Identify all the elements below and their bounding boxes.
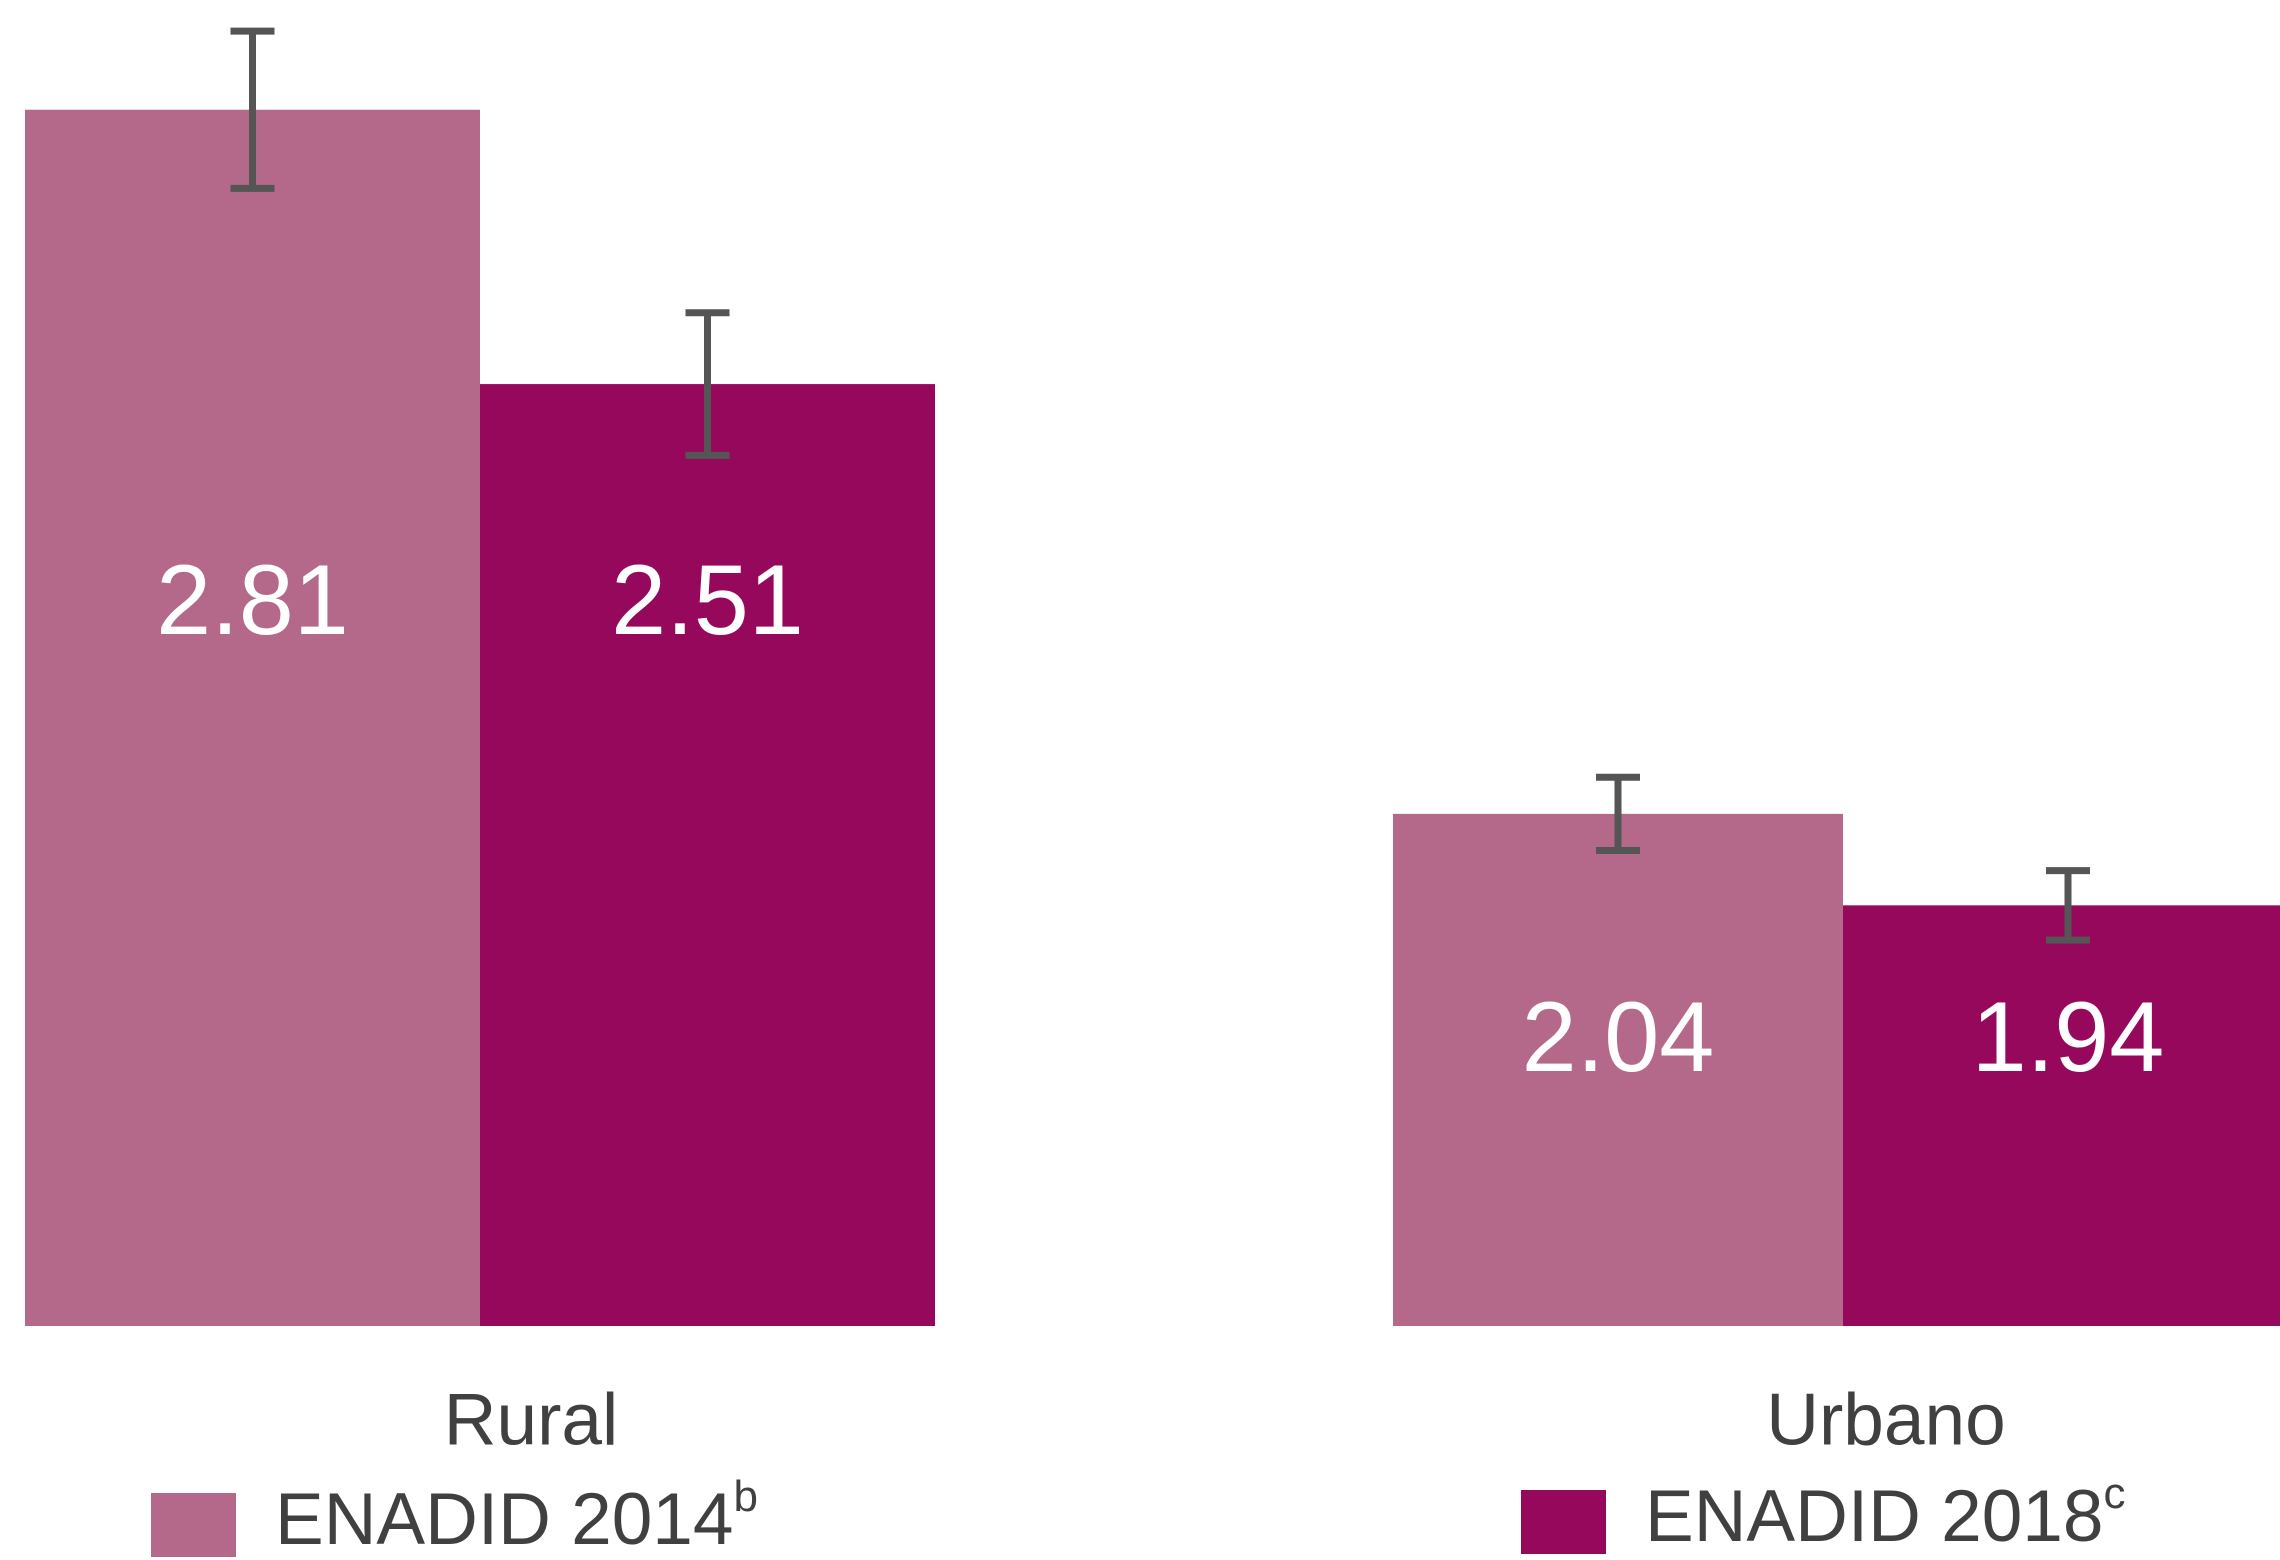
legend-name: ENADID 2014 [275,1479,734,1560]
legend-label: ENADID 2018c [1645,1469,2126,1558]
value-label: 2.81 [156,544,349,655]
category-label: Urbano [1766,1379,2005,1460]
legend-name: ENADID 2018 [1645,1476,2104,1557]
legend-note: b [734,1472,758,1521]
bar [480,384,935,1326]
legend-swatch [1521,1490,1606,1554]
category-label: Rural [444,1379,618,1460]
legend-note: c [2104,1469,2126,1518]
bar [1393,813,1843,1326]
value-label: 2.51 [611,544,804,655]
bar [25,109,480,1327]
legend-swatch [151,1493,236,1557]
value-label: 2.04 [1522,981,1715,1092]
legend-label: ENADID 2014b [275,1472,758,1560]
bar [1843,905,2280,1326]
value-label: 1.94 [1972,981,2165,1092]
